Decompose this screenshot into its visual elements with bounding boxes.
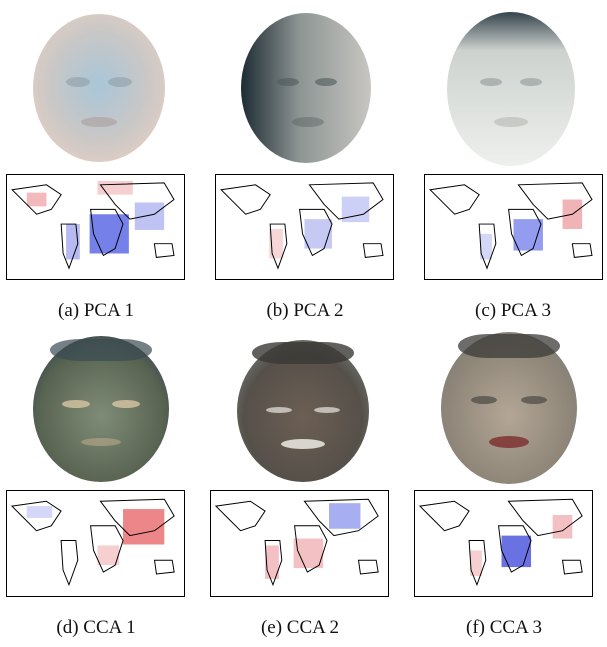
face-image [33,14,165,162]
cca1-map-svg [10,498,175,587]
cca2-map-svg [214,498,379,587]
panel-caption: (f) CCA 3 [466,617,542,638]
panel-caption: (c) PCA 3 [475,300,551,321]
face-image [237,340,369,482]
world-map [210,490,389,597]
world-map [6,490,185,597]
world-map [215,174,394,280]
face-image [441,332,577,484]
pca2-map-svg [220,182,384,270]
panel-caption: (b) PCA 2 [266,300,344,321]
cca3-map-svg [418,498,583,587]
panel-caption: (d) CCA 1 [56,617,136,638]
world-map [414,490,593,597]
face-image [447,12,575,166]
pca1-map-svg [11,180,175,270]
panel-caption: (a) PCA 1 [58,300,134,321]
world-map [424,174,603,280]
panel-caption: (e) CCA 2 [260,617,340,638]
face-image [241,13,371,163]
world-map [6,174,185,280]
pca3-map-svg [429,182,593,270]
face-image [33,336,169,482]
